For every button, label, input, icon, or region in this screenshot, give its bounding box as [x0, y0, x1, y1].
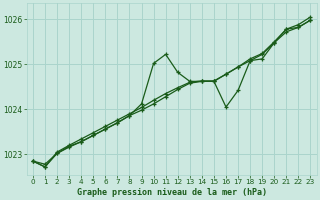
X-axis label: Graphe pression niveau de la mer (hPa): Graphe pression niveau de la mer (hPa)	[77, 188, 267, 197]
